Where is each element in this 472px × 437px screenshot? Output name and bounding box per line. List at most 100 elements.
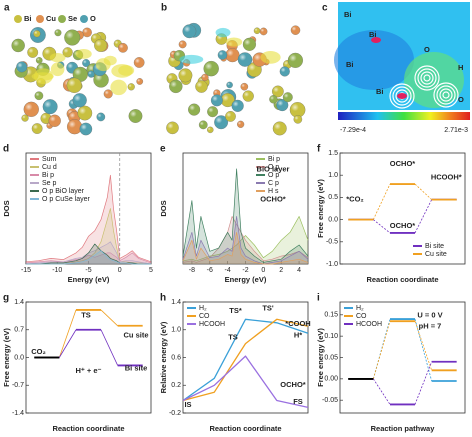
connector [58,329,77,358]
atom-shine [32,124,39,130]
atom-shine [41,113,47,120]
y-axis-label: Relative energy (eV) [159,321,168,393]
atom-shine [69,112,76,119]
map-label: O [424,45,430,54]
atom-shine [49,115,56,122]
connector [414,199,433,234]
legend-label: H₂ [356,305,364,312]
y-tick-label: 0.0 [328,216,338,223]
colorbar [338,112,470,120]
atom-shine [134,58,141,64]
legend-label: Bi [24,14,32,23]
annotation: Bi site [125,364,148,373]
y-tick-label: 0.7 [14,327,24,334]
annotation: IS [184,400,191,409]
atom-shine [83,28,88,34]
charge-lobe [179,54,204,64]
legend-label: H s [268,188,279,195]
atom-shine [204,62,213,70]
y-tick-label: 0.0 [14,354,24,361]
annotation: U = 0 V [417,310,442,319]
annotation: OCHO* [280,380,306,389]
map-label: Bi [376,87,384,96]
y-tick-label: -1.0 [326,261,338,268]
atom-shine [174,51,181,57]
annotation: OCHO* [390,159,416,168]
atom-shine [270,95,275,100]
annotation: FS [293,397,303,406]
panel-label: d [3,144,9,155]
atom-shine [227,82,231,86]
annotation: OCHO* [390,221,416,230]
panel: i Reaction pathway Free energy (eV) -0.05 0.… [316,293,466,433]
y-tick-label: -0.5 [326,239,338,246]
dos-area [26,175,151,264]
contour [420,71,434,85]
y-tick-label: 1.5 [328,150,338,157]
y-tick-label: -0.2 [169,410,181,417]
atom-shine [179,41,184,46]
x-tick-label: -6 [207,267,213,274]
atom-shine [183,25,191,33]
x-tick-label: 0 [118,267,122,274]
atom-shine [289,54,297,62]
x-tick-label: -15 [21,267,31,274]
atom-shine [167,74,173,80]
atom-shine [294,115,299,121]
charge-lobe [215,27,231,38]
connector [58,309,77,358]
atom-shine [167,122,174,129]
x-tick-label: 2 [279,267,283,274]
panel-label: e [160,144,166,155]
contour [395,89,409,103]
connector [372,321,391,379]
contour [433,82,459,108]
atom-shine [226,49,234,57]
annotation: pH = 7 [419,321,442,330]
x-tick-label: -5 [85,267,91,274]
connector [372,378,391,405]
dos-curve [25,174,152,263]
energy-curve [182,318,309,402]
contour [436,85,456,105]
panel-label: b [161,3,167,14]
connector [414,361,433,405]
atom-shine [68,120,76,128]
legend-label: C p [268,180,279,187]
dos-area [26,250,151,264]
atom-shine [34,30,38,35]
atom-shine [202,74,206,78]
atom-shine [91,34,97,40]
charge-lobe [260,50,281,64]
atom-shine [199,121,204,126]
legend-label: Cu [46,14,56,23]
atom-shine [74,68,82,76]
atom-shine [170,80,177,88]
atom-shine [248,63,256,71]
connector [373,219,391,234]
connector [414,321,433,371]
charge-lobe [103,55,117,66]
annotation: *COOH [285,319,310,328]
atom-shine [67,62,74,69]
contour [423,74,431,82]
y-tick-label: 0.2 [171,382,181,389]
x-axis-label: Reaction coordinate [366,275,438,284]
atom-shine [237,121,242,125]
y-tick-label: -1.4 [12,410,24,417]
dos-area [26,244,151,264]
legend-label: Bi site [425,243,444,250]
contour [417,68,437,88]
legend-label: Cu d [42,164,57,171]
annotation: CO₂ [31,347,46,356]
atom-shine [243,91,250,98]
atom-shine [36,57,40,61]
atom-shine [226,112,232,118]
energy-curve [182,318,309,402]
contour [414,65,440,91]
annotation: TS* [229,306,242,315]
y-tick-label: 1.4 [171,299,181,306]
